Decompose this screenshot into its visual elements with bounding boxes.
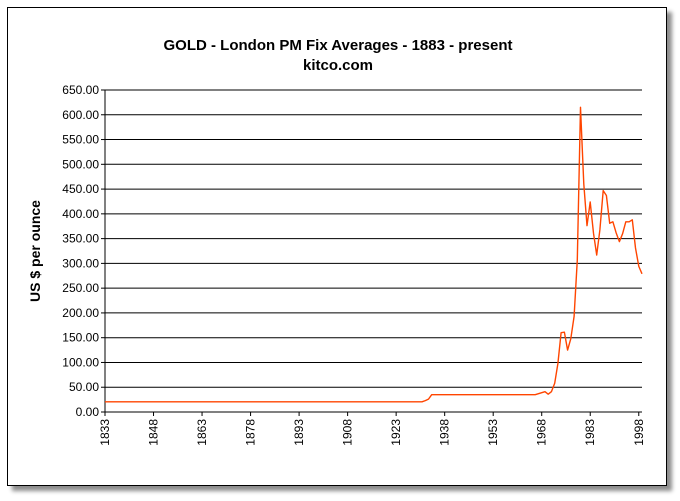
x-tick-label: 1953 <box>486 419 500 446</box>
series-line-gold <box>105 106 643 403</box>
gold-price-chart: GOLD - London PM Fix Averages - 1883 - p… <box>27 37 646 446</box>
axes <box>101 89 642 416</box>
y-tick-label: 250.00 <box>62 281 99 295</box>
y-tick-label: 300.00 <box>62 256 99 270</box>
chart-frame: GOLD - London PM Fix Averages - 1883 - p… <box>7 7 667 486</box>
y-tick-label: 350.00 <box>62 232 99 246</box>
y-tick-label: 650.00 <box>62 83 99 97</box>
x-tick-label: 1923 <box>389 419 403 446</box>
x-tick-label: 1908 <box>341 419 355 446</box>
x-tick-labels: 1833 1848 1863 1878 1893 1908 1923 1938 1953 1968… <box>98 419 646 446</box>
x-tick-label: 1878 <box>244 419 258 446</box>
y-tick-label: 450.00 <box>62 182 99 196</box>
x-tick-label: 1938 <box>438 419 452 446</box>
y-tick-label: 150.00 <box>62 331 99 345</box>
x-tick-label: 1998 <box>632 419 646 446</box>
y-tick-label: 200.00 <box>62 306 99 320</box>
y-tick-label: 0.00 <box>76 405 100 419</box>
y-tick-label: 400.00 <box>62 207 99 221</box>
x-tick-label: 1983 <box>583 419 597 446</box>
chart-subtitle: kitco.com <box>303 57 373 74</box>
x-tick-label: 1863 <box>195 419 209 446</box>
series-group <box>105 106 643 403</box>
y-tick-label: 600.00 <box>62 108 99 122</box>
y-tick-label: 550.00 <box>62 133 99 147</box>
y-tick-labels: 0.00 50.00 100.00 150.00 200.00 250.00 300.00 3… <box>62 83 99 419</box>
y-tick-label: 100.00 <box>62 355 99 369</box>
x-tick-label: 1833 <box>98 419 112 446</box>
chart-title: GOLD - London PM Fix Averages - 1883 - p… <box>164 37 513 54</box>
y-tick-label: 50.00 <box>69 380 99 394</box>
y-tick-label: 500.00 <box>62 157 99 171</box>
x-tick-label: 1893 <box>292 419 306 446</box>
x-tick-label: 1968 <box>535 419 549 446</box>
grid-lines <box>105 89 642 388</box>
x-tick-label: 1848 <box>147 419 161 446</box>
y-axis-label: US $ per ounce <box>27 200 43 302</box>
